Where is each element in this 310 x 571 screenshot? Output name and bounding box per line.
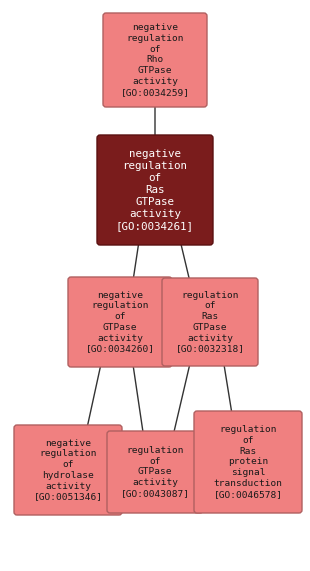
FancyBboxPatch shape	[107, 431, 203, 513]
FancyBboxPatch shape	[14, 425, 122, 515]
FancyBboxPatch shape	[162, 278, 258, 366]
Text: negative
regulation
of
Rho
GTPase
activity
[GO:0034259]: negative regulation of Rho GTPase activi…	[121, 23, 189, 96]
FancyBboxPatch shape	[194, 411, 302, 513]
Text: negative
regulation
of
Ras
GTPase
activity
[GO:0034261]: negative regulation of Ras GTPase activi…	[116, 149, 194, 231]
FancyBboxPatch shape	[103, 13, 207, 107]
Text: regulation
of
Ras
GTPase
activity
[GO:0032318]: regulation of Ras GTPase activity [GO:00…	[175, 291, 245, 353]
FancyBboxPatch shape	[97, 135, 213, 245]
FancyBboxPatch shape	[68, 277, 172, 367]
Text: regulation
of
Ras
protein
signal
transduction
[GO:0046578]: regulation of Ras protein signal transdu…	[214, 425, 282, 498]
Text: negative
regulation
of
hydrolase
activity
[GO:0051346]: negative regulation of hydrolase activit…	[33, 439, 103, 501]
Text: negative
regulation
of
GTPase
activity
[GO:0034260]: negative regulation of GTPase activity […	[86, 291, 154, 353]
Text: regulation
of
GTPase
activity
[GO:0043087]: regulation of GTPase activity [GO:004308…	[121, 446, 189, 498]
